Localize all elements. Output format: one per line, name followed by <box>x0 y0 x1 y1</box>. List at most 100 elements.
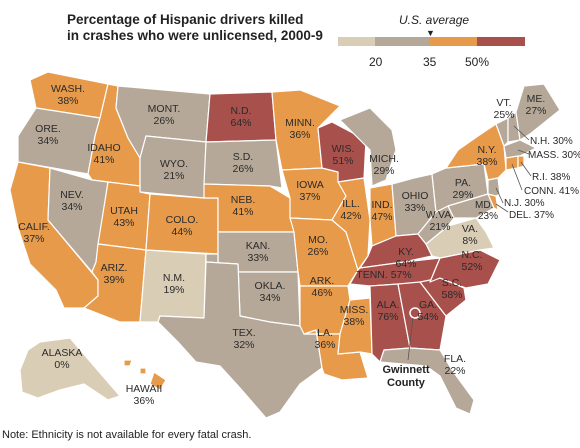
label-UT-abbr: UTAH <box>110 205 138 217</box>
state-VA <box>425 217 495 259</box>
state-MD <box>447 193 495 219</box>
label-NC-abbr: N.C. <box>462 249 483 261</box>
label-MS-abbr: MISS. <box>340 304 369 316</box>
label-NV-value: 34% <box>61 201 82 213</box>
label-AR-value: 46% <box>311 287 332 299</box>
label-CO-value: 44% <box>171 226 192 238</box>
callout-CT: CONN. 41% <box>524 186 579 197</box>
label-SD-value: 26% <box>232 163 253 175</box>
label-VT-value: 25% <box>493 109 514 121</box>
label-SD-abbr: S.D. <box>233 151 253 163</box>
legend-bin-low <box>338 37 375 46</box>
state-HI <box>123 359 167 391</box>
state-GA <box>397 281 447 351</box>
label-MO-value: 26% <box>307 246 328 258</box>
label-AZ-abbr: ARIZ. <box>101 262 128 274</box>
label-KS-value: 33% <box>247 252 268 264</box>
legend-tick-20: 20 <box>369 55 383 69</box>
footnote: Note: Ethnicity is not available for eve… <box>2 429 252 441</box>
label-MT-value: 26% <box>153 115 174 127</box>
state-CT <box>505 155 519 171</box>
legend-bin-top <box>477 37 525 46</box>
label-LA-abbr: LA. <box>317 327 333 339</box>
title-line-2: in crashes who were unlicensed, 2000-9 <box>67 28 323 43</box>
label-NC-value: 52% <box>461 261 482 273</box>
label-AK-value: 0% <box>54 359 69 371</box>
leader-nh <box>513 125 530 141</box>
label-WV-abbr: W.VA. <box>426 209 454 221</box>
label-TX-abbr: TEX. <box>232 327 255 339</box>
leader-ma <box>517 149 530 155</box>
label-ME-abbr: ME. <box>527 93 546 105</box>
callout-NH: N.H. 30% <box>530 136 573 147</box>
label-PA-abbr: PA. <box>455 177 471 189</box>
label-WY-value: 21% <box>163 170 184 182</box>
label-IN-value: 47% <box>371 211 392 223</box>
gwinnett-label-line1: Gwinnett <box>382 364 429 376</box>
state-MI <box>339 107 397 187</box>
state-TX <box>157 261 323 419</box>
legend-average-marker: ▼ <box>426 28 435 38</box>
label-AL-value: 76% <box>377 311 398 323</box>
label-PA-value: 29% <box>452 189 473 201</box>
label-VT-abbr: VT. <box>496 97 511 109</box>
callout-NJ: N.J. 30% <box>504 198 545 209</box>
label-NY-value: 38% <box>476 156 497 168</box>
label-CA-abbr: CALIF. <box>18 221 50 233</box>
label-OH-value: 33% <box>404 202 425 214</box>
label-NE-value: 41% <box>232 206 253 218</box>
label-VA-value: 8% <box>462 235 477 247</box>
label-AL-abbr: ALA. <box>377 299 400 311</box>
title-line-1: Percentage of Hispanic drivers killed <box>67 12 304 27</box>
label-MN-value: 36% <box>289 129 310 141</box>
label-HI-value: 36% <box>133 395 154 407</box>
label-IA-abbr: IOWA <box>296 179 324 191</box>
label-IN-abbr: IND. <box>372 199 393 211</box>
leader-ri <box>520 161 532 177</box>
callout-DE: DEL. 37% <box>509 210 554 221</box>
state-SD <box>203 139 283 189</box>
callout-RI: R.I. 38% <box>532 172 570 183</box>
label-WV-value: 21% <box>429 221 450 233</box>
label-WI-value: 51% <box>332 155 353 167</box>
legend-tick-35: 35 <box>423 55 437 69</box>
label-UT-value: 43% <box>113 217 134 229</box>
label-MI-abbr: MICH. <box>369 153 399 165</box>
map-title: Percentage of Hispanic drivers killed in… <box>67 12 323 44</box>
label-VA-abbr: VA. <box>462 223 478 235</box>
label-MO-abbr: MO. <box>308 234 328 246</box>
label-NY-abbr: N.Y. <box>477 144 496 156</box>
state-AK <box>19 337 121 401</box>
label-KY-abbr: KY. <box>398 246 414 258</box>
state-WY <box>139 135 207 199</box>
label-AZ-value: 39% <box>103 274 124 286</box>
label-TN-label: TENN. 57% <box>356 269 411 281</box>
label-TX-value: 32% <box>233 339 254 351</box>
label-FL-value: 22% <box>444 365 465 377</box>
legend-color-scale <box>338 37 525 46</box>
leader-ct <box>511 163 523 191</box>
label-MT-abbr: MONT. <box>148 103 181 115</box>
label-MN-abbr: MINN. <box>285 117 315 129</box>
legend-bin-high <box>429 37 477 46</box>
state-NJ <box>487 177 501 197</box>
label-AK-abbr: ALASKA <box>42 347 83 359</box>
label-OK-abbr: OKLA. <box>255 280 286 292</box>
label-WA-value: 38% <box>57 95 78 107</box>
label-ID-abbr: IDAHO <box>87 142 120 154</box>
gwinnett-county-marker <box>409 307 421 319</box>
label-KY-value: 64% <box>395 258 416 270</box>
label-NM-abbr: N.M. <box>163 272 185 284</box>
state-NY <box>445 123 507 181</box>
label-NM-value: 19% <box>163 284 184 296</box>
label-SC-value: 58% <box>441 289 462 301</box>
state-MA <box>503 139 537 159</box>
legend-average-label: U.S. average <box>399 13 470 27</box>
leader-gwinnett <box>407 317 414 361</box>
leader-de <box>495 203 509 213</box>
label-ND-abbr: N.D. <box>231 105 252 117</box>
label-NV-abbr: NEV. <box>60 189 84 201</box>
label-ND-value: 64% <box>230 117 251 129</box>
